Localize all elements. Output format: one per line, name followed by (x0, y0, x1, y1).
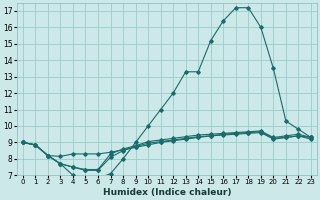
X-axis label: Humidex (Indice chaleur): Humidex (Indice chaleur) (103, 188, 231, 197)
